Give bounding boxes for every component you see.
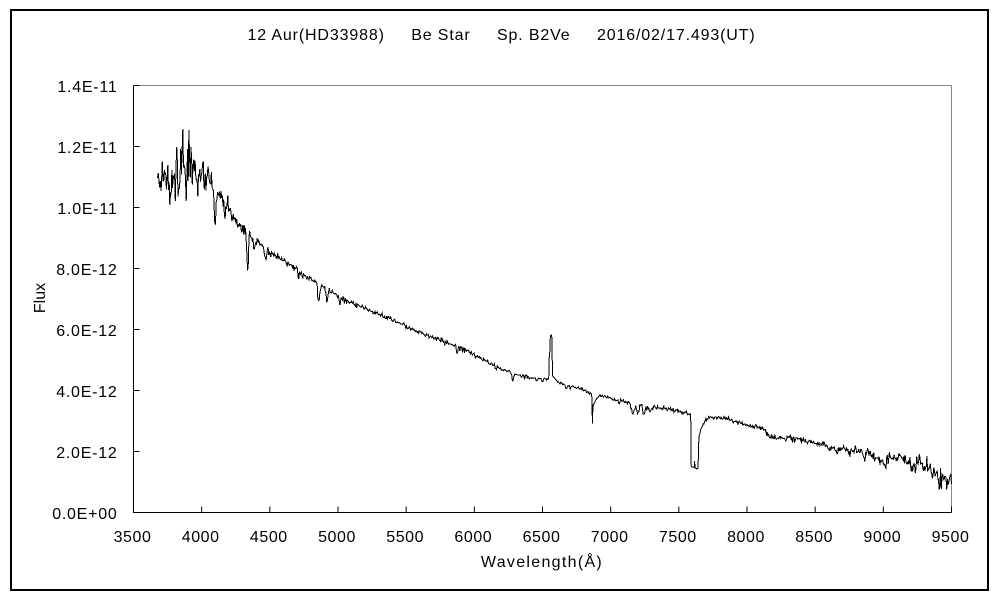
svg-text:4500: 4500 — [250, 529, 288, 546]
svg-text:8500: 8500 — [795, 529, 833, 546]
svg-text:8.0E-12: 8.0E-12 — [56, 262, 117, 279]
svg-text:2.0E-12: 2.0E-12 — [56, 445, 117, 462]
svg-text:1.0E-11: 1.0E-11 — [57, 201, 117, 218]
svg-text:Wavelength(Å): Wavelength(Å) — [481, 552, 603, 571]
svg-text:7000: 7000 — [591, 529, 629, 546]
svg-text:7500: 7500 — [659, 529, 697, 546]
svg-text:4000: 4000 — [182, 529, 220, 546]
svg-text:12 Aur(HD33988) Be Star: 12 Aur(HD33988) Be Star Sp. B2Ve 2016/02… — [247, 27, 755, 44]
svg-text:6.0E-12: 6.0E-12 — [56, 323, 117, 340]
svg-text:3500: 3500 — [114, 529, 152, 546]
svg-text:1.4E-11: 1.4E-11 — [57, 79, 117, 96]
svg-text:4.0E-12: 4.0E-12 — [56, 384, 117, 401]
svg-text:9000: 9000 — [863, 529, 901, 546]
svg-text:6000: 6000 — [454, 529, 492, 546]
svg-text:5000: 5000 — [318, 529, 356, 546]
svg-text:1.2E-11: 1.2E-11 — [57, 140, 117, 157]
svg-text:8000: 8000 — [727, 529, 765, 546]
svg-text:5500: 5500 — [386, 529, 424, 546]
svg-text:0.0E+00: 0.0E+00 — [52, 506, 117, 523]
svg-text:6500: 6500 — [523, 529, 561, 546]
svg-text:Flux: Flux — [32, 283, 49, 313]
svg-text:9500: 9500 — [932, 529, 970, 546]
